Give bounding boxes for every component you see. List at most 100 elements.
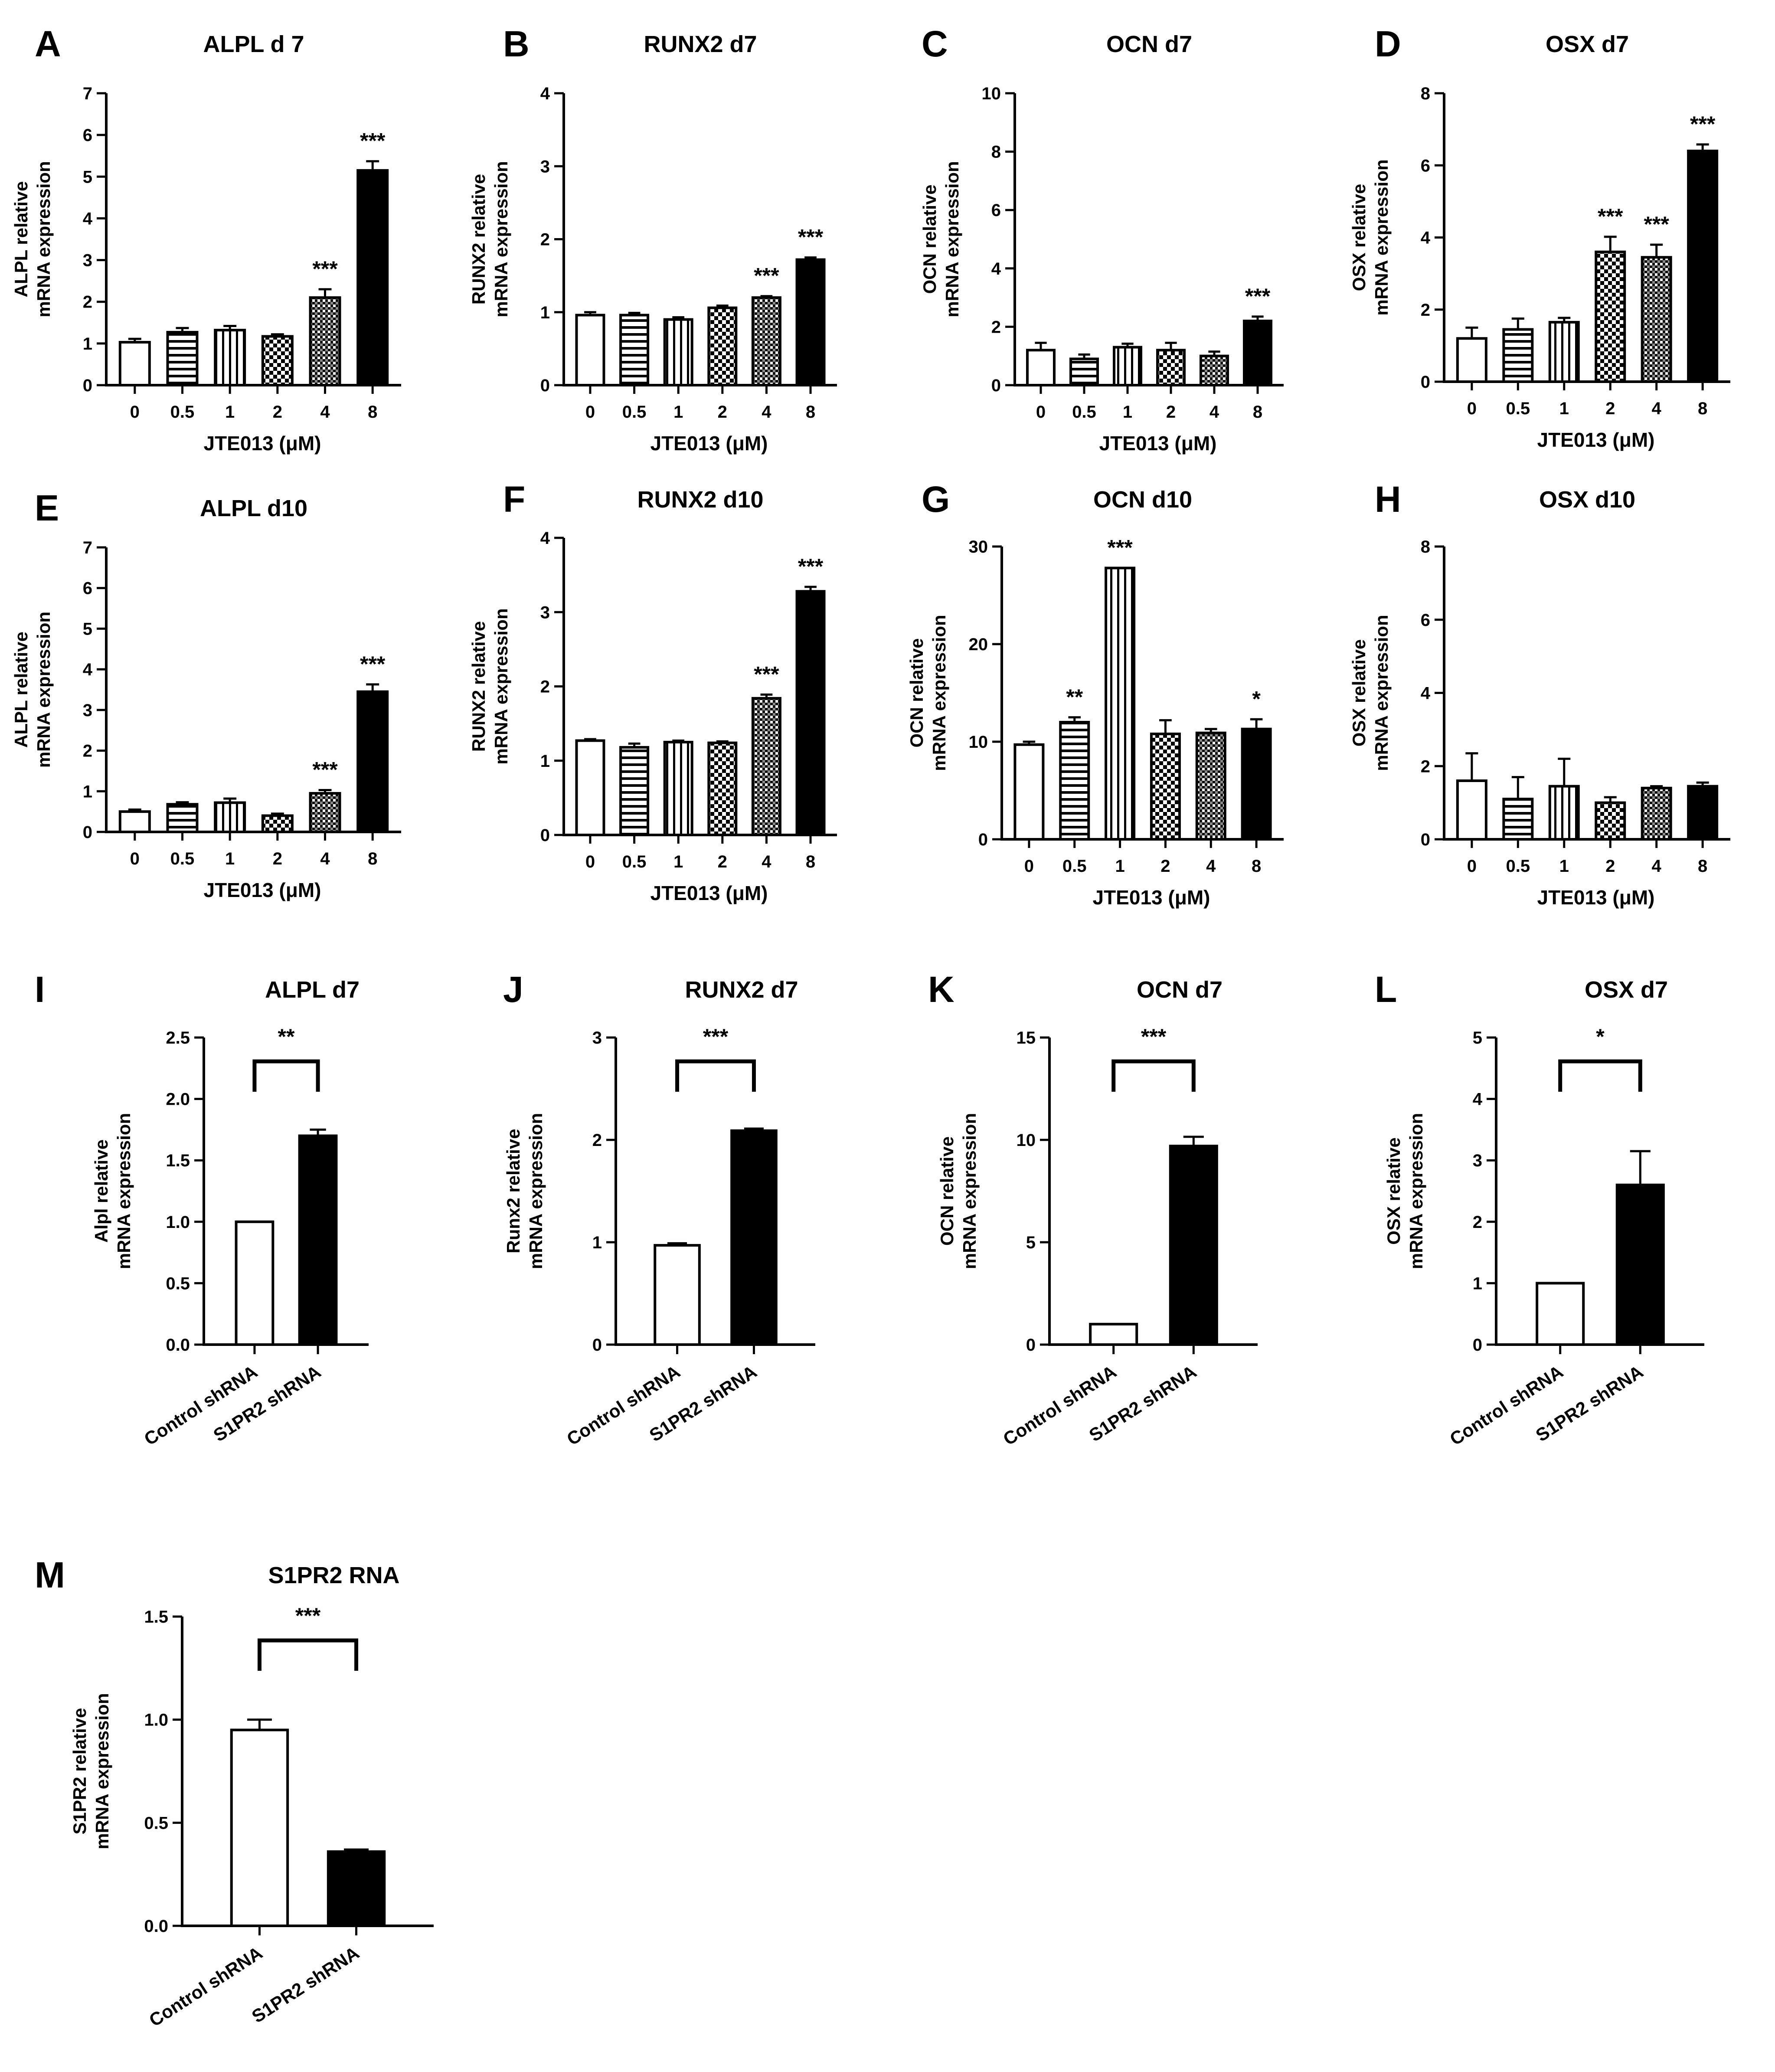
x-tick-label: 2 [1166,403,1176,422]
y-tick-label: 0.0 [166,1336,190,1355]
y-axis-label: mRNA expression [491,161,511,317]
x-tick-label: Control shRNA [141,1361,261,1449]
x-tick-label: 2 [1605,399,1615,418]
significance-label: *** [1644,212,1669,236]
bar [1150,733,1181,841]
chart-title: ALPL d10 [200,495,307,521]
y-tick-label: 0 [1473,1336,1482,1355]
y-tick-label: 2 [1473,1213,1482,1232]
y-tick-label: 5 [1473,1028,1482,1047]
y-axis-label: mRNA expression [33,612,54,768]
x-tick-label: 2 [718,852,727,871]
significance-label: ** [1066,685,1083,709]
y-tick-label: 7 [83,84,92,103]
y-tick-label: 0 [540,376,550,395]
significance-label: *** [1598,204,1623,229]
bar [1615,1183,1665,1346]
significance-label: *** [312,757,338,782]
x-tick-label: 8 [1252,857,1261,876]
panel-label: M [35,1555,65,1595]
panel-m: M S1PR2 RNA 0.0 0.5 1.0 1.5 S1PR2 relative mRNA… [35,1555,434,2030]
y-tick-label: 8 [991,143,1001,162]
bar [575,314,605,386]
bar [1013,743,1045,841]
bar [1026,349,1056,386]
y-tick-label: 5 [1026,1233,1036,1252]
x-tick-label: 0.5 [1072,403,1096,422]
y-tick-label: 3 [1473,1151,1482,1170]
x-tick-label: 0.5 [622,852,647,871]
significance-label: *** [703,1025,729,1049]
x-tick-label: 1 [225,849,235,868]
bar [1113,346,1142,387]
panel-f: F RUNX2 d10 0 1 2 3 4 RUNX2 relative mRNA expres… [468,479,837,904]
y-tick-label: 0 [83,823,92,842]
y-axis-label: mRNA expression [1371,159,1392,315]
chart-title: S1PR2 RNA [268,1562,399,1588]
significance-label: *** [754,662,779,686]
bar [1548,785,1580,841]
y-tick-label: 5 [83,167,92,187]
y-tick-label: 2 [991,318,1001,337]
x-tick-label: 1 [673,852,683,871]
significance-label: *** [360,652,386,676]
bar [1687,150,1719,383]
significance-bracket [257,1638,359,1671]
y-tick-label: 1 [540,752,550,771]
significance-label: *** [798,225,824,249]
x-axis-label: JTE013 (μM) [204,879,321,901]
x-tick-label: 8 [368,849,377,868]
bar [1536,1282,1585,1346]
x-tick-label: 0 [130,849,140,868]
significance-bracket [252,1059,320,1092]
bar [214,329,246,386]
x-tick-label: S1PR2 shRNA [248,1942,363,2027]
panel-label: K [928,969,955,1010]
panel-l: L OSX d7 0 1 2 3 4 5 OSX relative mRNA expression… [1375,969,1704,1449]
chart-title: OCN d10 [1093,487,1192,513]
bar [327,1850,386,1927]
x-tick-label: S1PR2 shRNA [210,1361,324,1446]
y-tick-label: 2 [83,742,92,761]
x-axis-label: JTE013 (μM) [1093,886,1210,909]
y-tick-label: 6 [1421,611,1430,630]
y-axis-label: OCN relative [937,1136,957,1246]
bar [118,340,151,386]
bar [309,296,341,386]
x-tick-label: 1 [1559,857,1569,876]
chart-title: OCN d7 [1137,977,1223,1003]
y-tick-label: 4 [991,259,1001,278]
chart-title: OSX d7 [1585,977,1668,1003]
y-axis-label: mRNA expression [526,1113,546,1269]
y-axis-label: RUNX2 relative [468,621,489,752]
y-axis-label: mRNA expression [1371,615,1392,771]
y-tick-label: 0 [978,830,988,849]
chart-title: OSX d7 [1546,31,1629,57]
y-axis-label: Runx2 relative [503,1129,523,1253]
panel-b: B RUNX2 d7 0 1 2 3 4 RUNX2 relative mRNA express… [468,23,837,455]
panel-label: D [1375,23,1401,64]
bar [1243,319,1272,386]
y-tick-label: 1 [83,334,92,354]
x-tick-label: 0 [1467,399,1477,418]
bar [707,741,738,837]
bar [1456,779,1487,841]
bar [1456,337,1487,383]
bar [751,697,781,837]
bar [1069,357,1099,386]
chart-title: OCN d7 [1106,31,1192,57]
x-tick-label: 0 [585,852,595,871]
panel-h: H OSX d10 0 2 4 6 8 OSX relative mRNA expression… [1349,479,1730,909]
bar [654,1244,701,1346]
y-tick-label: 8 [1421,537,1430,556]
significance-bracket [1558,1059,1642,1092]
y-tick-label: 2 [592,1131,602,1150]
x-tick-label: 1 [225,403,235,422]
x-tick-label: 0.5 [622,403,647,422]
x-tick-label: 4 [1652,857,1662,876]
x-tick-label: 0.5 [170,403,195,422]
y-axis-label: mRNA expression [942,161,962,317]
bar [261,814,294,833]
y-tick-label: 0 [991,376,1001,395]
